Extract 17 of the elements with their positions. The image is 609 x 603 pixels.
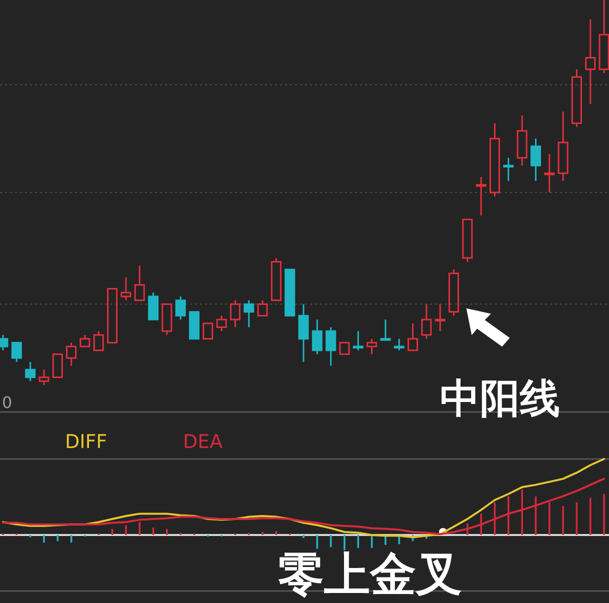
candlestick	[421, 303, 432, 340]
candlestick	[558, 110, 568, 182]
candlestick	[120, 276, 132, 302]
candlestick	[530, 138, 541, 182]
text: DEA	[183, 431, 223, 453]
annotation: 零上金叉	[278, 547, 462, 601]
candlestick	[516, 114, 528, 166]
candlestick	[66, 342, 77, 366]
annotation: 中阳线	[440, 376, 560, 422]
candlestick	[585, 18, 596, 105]
candlestick	[476, 176, 486, 216]
candlestick	[544, 153, 555, 194]
candlestick	[503, 157, 514, 182]
candlestick	[434, 303, 446, 332]
text: 0	[2, 393, 12, 412]
candlestick	[298, 303, 309, 363]
text: DIFF	[65, 431, 108, 453]
